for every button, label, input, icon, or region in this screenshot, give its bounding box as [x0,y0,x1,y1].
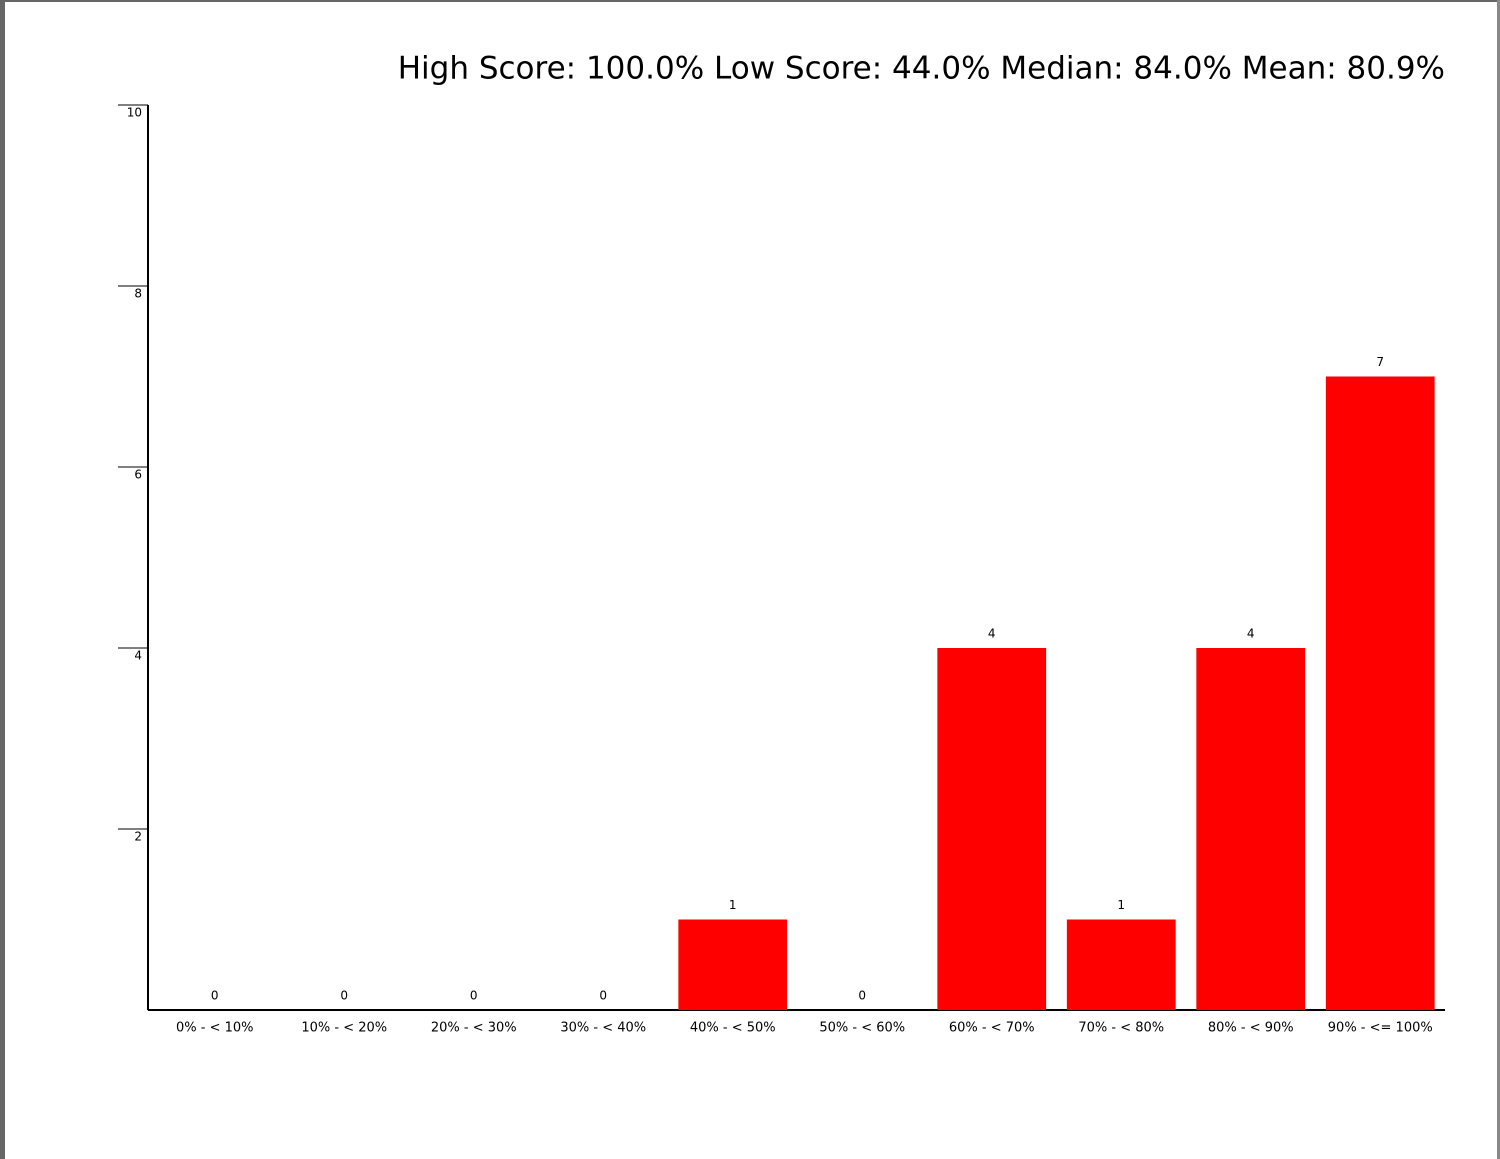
chart-title: High Score: 100.0% Low Score: 44.0% Medi… [398,51,1445,87]
value-label: 0 [470,989,478,1003]
y-tick-label: 8 [134,287,142,301]
frame-left [0,0,5,1159]
x-tick-label: 80% - < 90% [1208,1021,1294,1036]
bar [1196,648,1306,1010]
bar [1066,919,1176,1010]
value-label: 0 [599,989,607,1003]
y-tick-label: 6 [134,468,142,482]
value-label: 4 [1247,627,1255,641]
bar [1325,376,1435,1010]
value-label: 4 [988,627,996,641]
x-tick-label: 30% - < 40% [560,1021,646,1036]
x-tick-label: 20% - < 30% [431,1021,517,1036]
value-label: 1 [729,898,737,912]
frame-top [0,0,1500,2]
value-label: 1 [1117,898,1125,912]
value-label: 0 [340,989,348,1003]
x-tick-label: 0% - < 10% [176,1021,254,1036]
value-label: 0 [858,989,866,1003]
x-tick-label: 70% - < 80% [1078,1021,1164,1036]
y-tick-label: 2 [134,830,142,844]
x-tick-label: 60% - < 70% [949,1021,1035,1036]
y-tick-label: 4 [134,649,142,663]
bar [937,648,1047,1010]
value-label: 0 [211,989,219,1003]
x-tick-label: 40% - < 50% [690,1021,776,1036]
x-tick-label: 50% - < 60% [819,1021,905,1036]
value-label: 7 [1376,355,1384,369]
y-tick-label: 10 [127,106,142,120]
bar [678,919,788,1010]
x-tick-label: 90% - <= 100% [1328,1021,1433,1036]
frame-right [1497,0,1500,1159]
x-tick-label: 10% - < 20% [301,1021,387,1036]
